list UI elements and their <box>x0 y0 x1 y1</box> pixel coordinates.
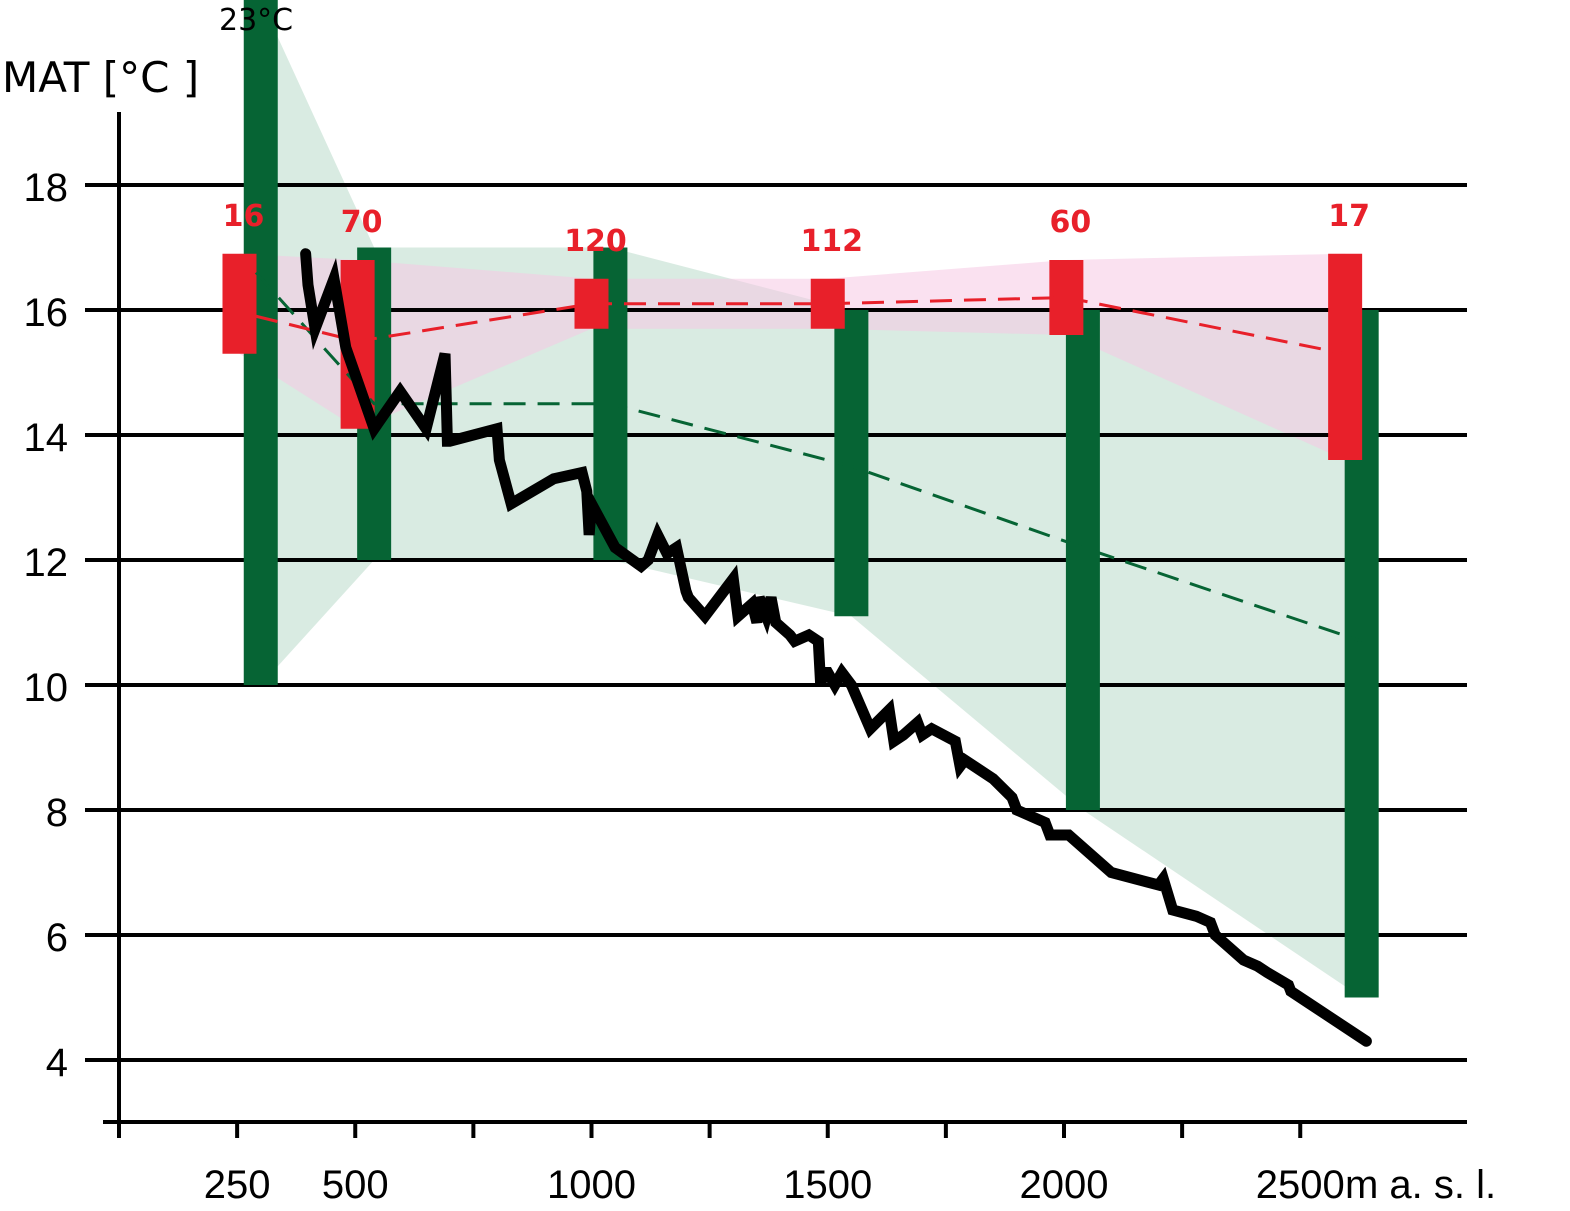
data-series <box>300 248 1372 1047</box>
y-tick-label-8: 8 <box>46 791 68 835</box>
sample-count-label-2: 70 <box>341 205 383 240</box>
x-tick-label-250: 250 <box>204 1163 271 1207</box>
green-range-bar-5 <box>1065 310 1100 810</box>
sample-count-label-5: 60 <box>1049 205 1091 240</box>
green-shaded-band <box>260 0 1362 998</box>
gridlines <box>85 183 1467 1062</box>
sample-count-label-6: 17 <box>1328 199 1370 234</box>
green-range-bars <box>243 0 1379 998</box>
red-range-bar-6 <box>1328 253 1363 460</box>
y-axis-title: MAT [°C ] <box>2 53 199 102</box>
sample-count-label-4: 112 <box>800 224 863 259</box>
x-tick-label-500: 500 <box>322 1163 389 1207</box>
top-annotation: 23°C <box>219 3 293 38</box>
y-tick-label-14: 14 <box>24 416 69 460</box>
x-tick-label-2500: 2500 <box>1256 1163 1345 1207</box>
y-tick-label-6: 6 <box>46 916 68 960</box>
sample-count-label-1: 16 <box>223 199 265 234</box>
y-tick-label-18: 18 <box>24 166 69 210</box>
temperature-series-line-1 <box>300 248 1372 1047</box>
y-tick-label-4: 4 <box>46 1041 68 1085</box>
axes: 250 500 1000 1500 2000 2500 4 6 8 10 12 14 16 18 <box>24 112 1467 1207</box>
red-range-bars: 16 70 120 112 60 17 <box>222 199 1370 460</box>
x-tick-label-2000: 2000 <box>1020 1163 1109 1207</box>
y-tick-label-16: 16 <box>24 291 69 335</box>
shaded-bands <box>239 0 1362 998</box>
x-tick-label-1500: 1500 <box>783 1163 872 1207</box>
x-tick-label-1000: 1000 <box>547 1163 636 1207</box>
sample-count-label-3: 120 <box>564 224 627 259</box>
x-axis-title: m a. s. l. <box>1345 1163 1496 1207</box>
red-range-bar-1 <box>222 253 257 354</box>
labels: MAT [°C ] m a. s. l. 23°C <box>2 3 1496 1207</box>
y-tick-label-10: 10 <box>24 666 69 710</box>
y-tick-label-12: 12 <box>24 541 69 585</box>
